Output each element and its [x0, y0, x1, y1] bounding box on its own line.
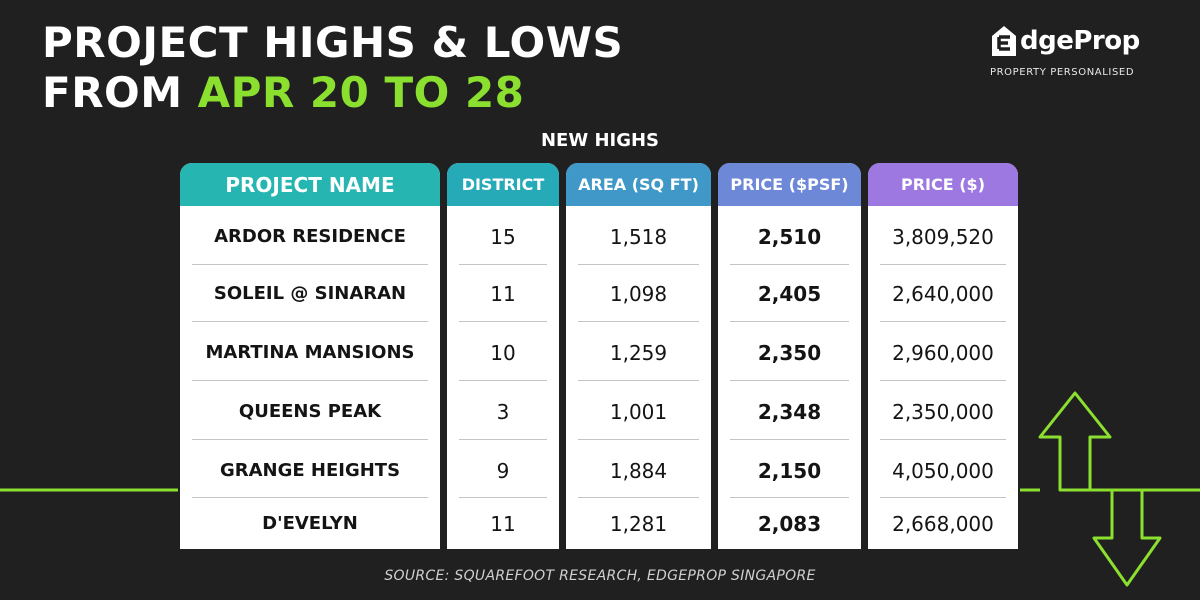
row-divider: [459, 497, 547, 498]
price-cell: 2,350,000: [892, 400, 994, 424]
page-title: PROJECT HIGHS & LOWS FROM APR 20 TO 28: [42, 18, 623, 118]
project-name-cell: MARTINA MANSIONS: [205, 342, 415, 363]
price-psf-cell: 2,510: [757, 225, 822, 249]
area-cell: 1,518: [609, 225, 668, 249]
project-name-column: PROJECT NAME ARDOR RESIDENCE SOLEIL @ SI…: [180, 163, 440, 549]
row-divider: [730, 497, 849, 498]
price-cell: 2,960,000: [892, 341, 994, 365]
row-divider: [192, 439, 428, 440]
district-cell: 11: [490, 512, 516, 536]
price-cell: 2,640,000: [892, 282, 994, 306]
title-date-range: APR 20 TO 28: [197, 68, 525, 117]
district-cell: 9: [496, 459, 510, 483]
price-column: PRICE ($) 3,809,520 2,640,000 2,960,000 …: [868, 163, 1018, 549]
row-divider: [459, 439, 547, 440]
district-cell: 3: [496, 400, 510, 424]
row-divider: [192, 264, 428, 265]
row-divider: [730, 321, 849, 322]
row-divider: [459, 264, 547, 265]
edgeprop-house-icon: [992, 26, 1016, 56]
row-divider: [880, 321, 1006, 322]
district-header: DISTRICT: [447, 163, 559, 206]
row-divider: [730, 380, 849, 381]
price-cell: 3,809,520: [892, 225, 994, 249]
title-line-1: PROJECT HIGHS & LOWS: [42, 18, 624, 67]
project-name-cell: QUEENS PEAK: [238, 401, 382, 422]
district-cell: 15: [490, 225, 516, 249]
area-header: AREA (SQ FT): [566, 163, 711, 206]
project-name-cell: GRANGE HEIGHTS: [219, 460, 401, 481]
area-cell: 1,281: [609, 512, 668, 536]
row-divider: [730, 439, 849, 440]
area-cell: 1,001: [609, 400, 668, 424]
area-cell: 1,098: [609, 282, 668, 306]
up-down-arrow-icon: [1038, 391, 1200, 587]
row-divider: [880, 264, 1006, 265]
price-psf-cell: 2,350: [757, 341, 822, 365]
logo-tagline: PROPERTY PERSONALISED: [990, 67, 1135, 78]
price-cell: 2,668,000: [892, 512, 994, 536]
price-psf-cell: 2,405: [757, 282, 822, 306]
project-name-cell: SOLEIL @ SINARAN: [213, 283, 407, 304]
section-title: NEW HIGHS: [540, 130, 660, 151]
source-note: SOURCE: SQUAREFOOT RESEARCH, EDGEPROP SI…: [384, 568, 816, 584]
price-psf-cell: 2,150: [757, 459, 822, 483]
price-cell: 4,050,000: [892, 459, 994, 483]
logo-brand-text: dgeProp: [1020, 26, 1140, 56]
price-psf-column: PRICE ($PSF) 2,510 2,405 2,350 2,348 2,1…: [718, 163, 861, 549]
row-divider: [578, 321, 699, 322]
district-cell: 10: [490, 341, 516, 365]
row-divider: [192, 321, 428, 322]
row-divider: [880, 439, 1006, 440]
row-divider: [578, 264, 699, 265]
row-divider: [578, 380, 699, 381]
title-line-2: FROM APR 20 TO 28: [42, 68, 623, 118]
price-psf-cell: 2,083: [757, 512, 822, 536]
row-divider: [578, 497, 699, 498]
row-divider: [578, 439, 699, 440]
area-cell: 1,884: [609, 459, 668, 483]
row-divider: [459, 380, 547, 381]
district-column: DISTRICT 15 11 10 3 9 11: [447, 163, 559, 549]
project-name-cell: ARDOR RESIDENCE: [214, 226, 406, 247]
row-divider: [730, 264, 849, 265]
row-divider: [192, 497, 428, 498]
district-cell: 11: [490, 282, 516, 306]
project-name-header: PROJECT NAME: [180, 163, 440, 206]
price-psf-header: PRICE ($PSF): [718, 163, 861, 206]
area-cell: 1,259: [609, 341, 668, 365]
row-divider: [880, 380, 1006, 381]
edgeprop-logo: dgeProp PROPERTY PERSONALISED: [990, 22, 1165, 84]
price-header: PRICE ($): [868, 163, 1018, 206]
area-column: AREA (SQ FT) 1,518 1,098 1,259 1,001 1,8…: [566, 163, 711, 549]
row-divider: [880, 497, 1006, 498]
row-divider: [459, 321, 547, 322]
project-name-cell: D'EVELYN: [262, 513, 358, 534]
price-psf-cell: 2,348: [757, 400, 822, 424]
row-divider: [192, 380, 428, 381]
title-prefix: FROM: [42, 68, 198, 117]
